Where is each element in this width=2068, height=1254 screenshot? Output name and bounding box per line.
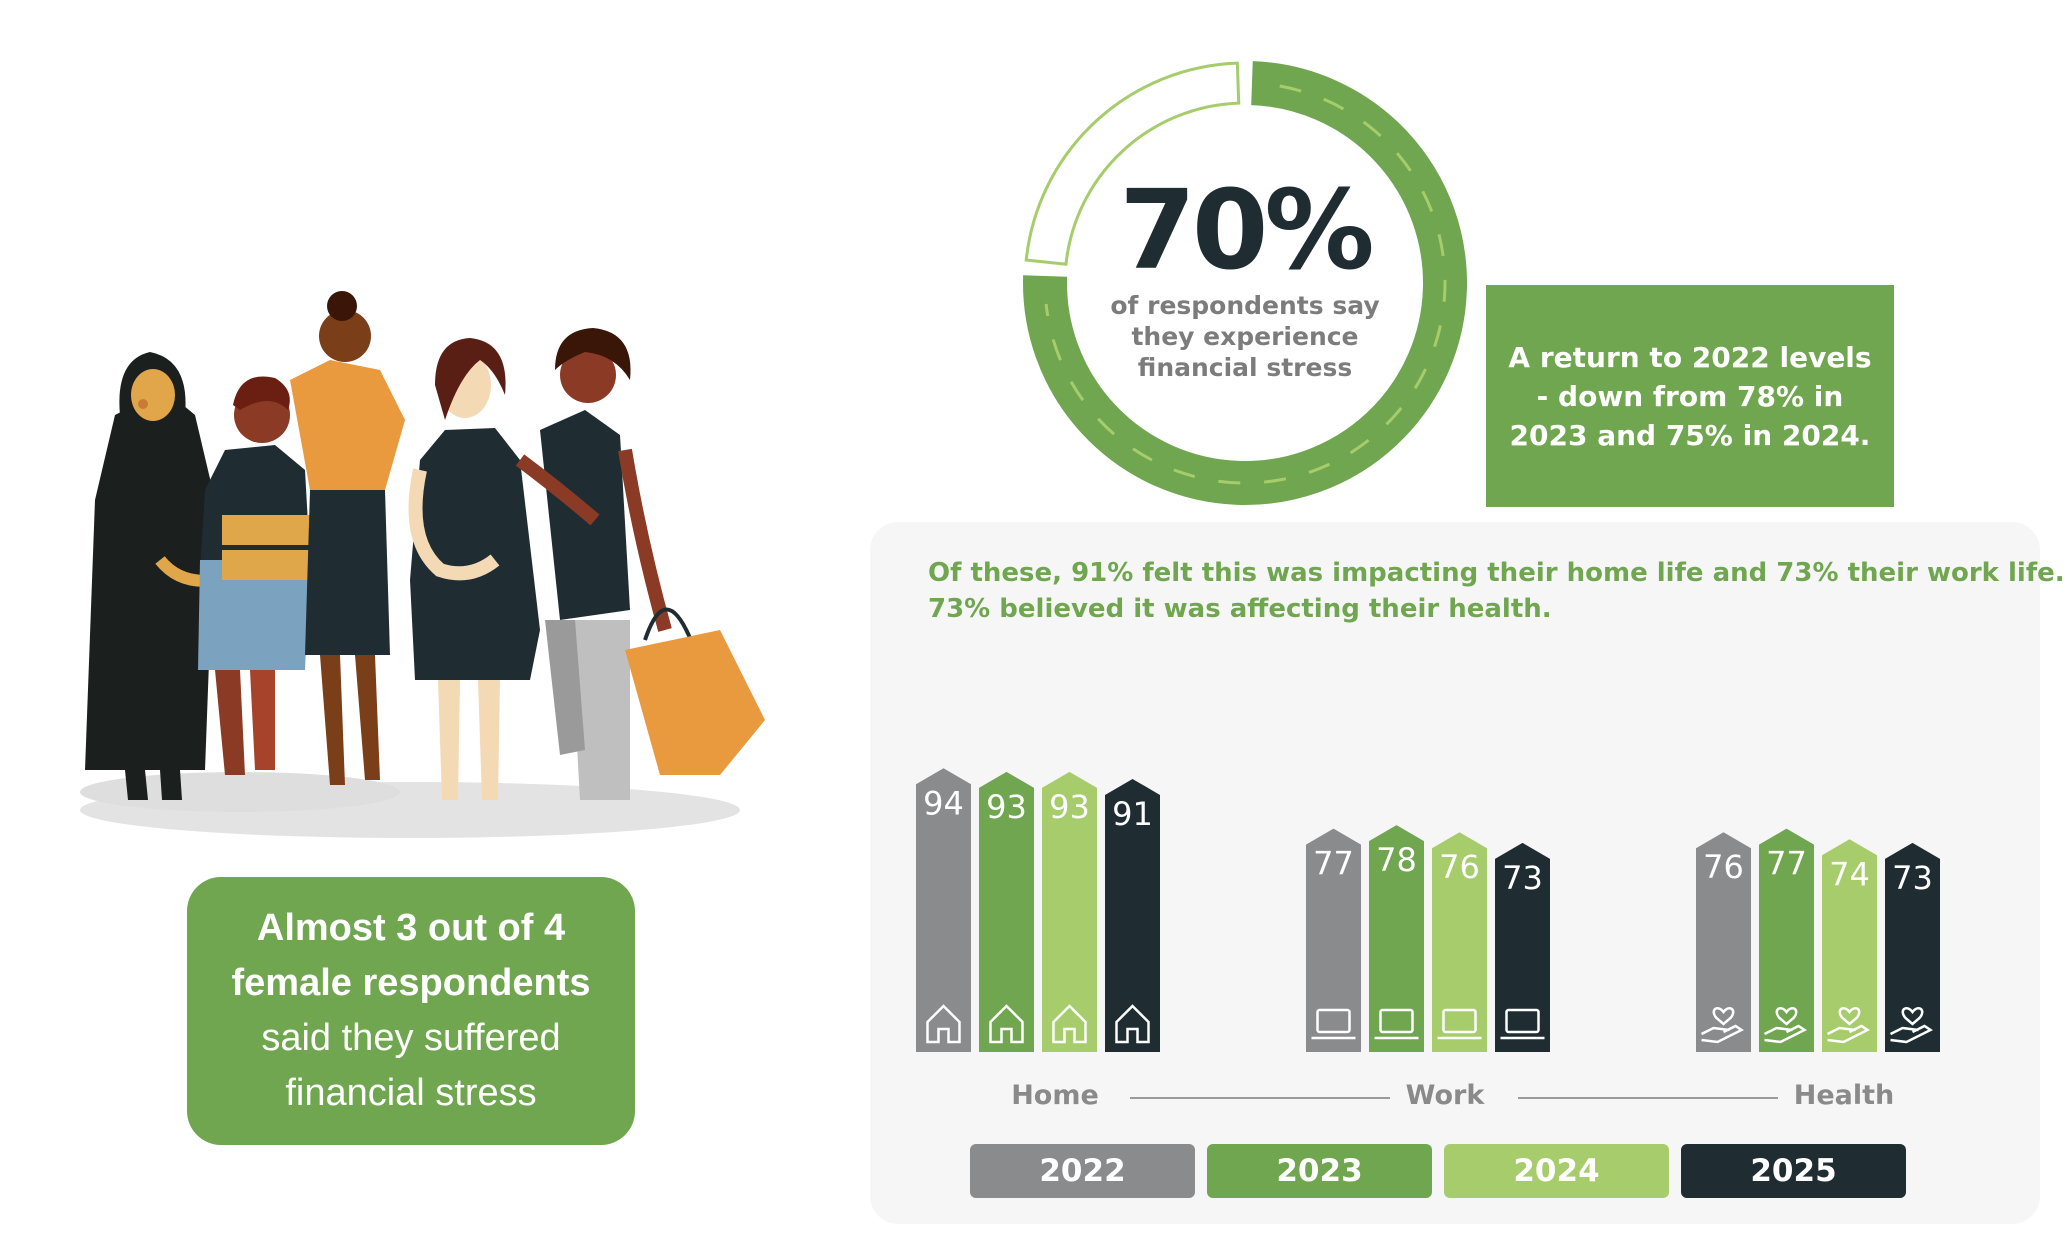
stress-donut-ring: [1023, 61, 1467, 505]
bar-shape: [1885, 842, 1940, 1052]
legend-2022: 2022: [970, 1144, 1195, 1198]
bar-shape: [1822, 839, 1877, 1052]
donut-remaining-arc: [1024, 61, 1241, 266]
callout-line-4: financial stress: [285, 1072, 537, 1114]
bar-work-2024: 76: [1432, 832, 1487, 1052]
house-icon: [1052, 1004, 1087, 1044]
bar-shape: [1495, 842, 1550, 1052]
bar-value-label: 78: [1376, 841, 1417, 879]
trend-note-box: A return to 2022 levels - down from 78% …: [1486, 285, 1894, 507]
heart-hand-icon: [1889, 1007, 1933, 1044]
legend-2024: 2024: [1444, 1144, 1669, 1198]
category-connector-2: [1518, 1097, 1778, 1099]
donut-caption-line-3: financial stress: [1137, 353, 1353, 382]
donut-caption-line-2: they experience: [1131, 322, 1359, 351]
house-icon: [989, 1004, 1024, 1044]
bar-value-label: 93: [1049, 788, 1090, 826]
donut-filled-arc: [1023, 61, 1467, 505]
bar-shape: [1105, 778, 1160, 1052]
laptop-icon: [1437, 1008, 1482, 1040]
house-icon: [926, 1004, 961, 1044]
category-label-work: Work: [1405, 1080, 1485, 1111]
bar-home-2022: 94: [916, 768, 971, 1052]
bar-value-label: 74: [1829, 855, 1870, 893]
bar-value-label: 91: [1112, 795, 1153, 833]
bar-value-label: 77: [1766, 845, 1807, 883]
bar-shape: [1369, 825, 1424, 1052]
donut-dashes: [1044, 84, 1447, 485]
donut-percent: 70%: [1119, 166, 1374, 294]
chart-subtitle: Of these, 91% felt this was impacting th…: [928, 555, 2065, 627]
heart-hand-icon: [1700, 1007, 1744, 1044]
bar-value-label: 76: [1439, 848, 1480, 886]
category-label-health: Health: [1793, 1080, 1895, 1111]
bar-home-2024: 93: [1042, 771, 1097, 1052]
bar-health-2023: 77: [1759, 828, 1814, 1052]
bar-shape: [1759, 828, 1814, 1052]
legend-2025: 2025: [1681, 1144, 1906, 1198]
chart-subtitle-line-2: 73% believed it was affecting their heal…: [928, 594, 1552, 624]
callout-bold-line-1: Almost 3 out of 4: [256, 907, 566, 949]
category-label-home: Home: [1011, 1080, 1099, 1111]
bar-value-label: 76: [1703, 848, 1744, 886]
callout-bold-line-2: female respondents: [231, 962, 591, 1004]
bar-home-2025: 91: [1105, 778, 1160, 1052]
bar-home-2023: 93: [979, 771, 1034, 1052]
callout-line-3: said they suffered: [261, 1017, 561, 1059]
donut-caption: of respondents say they experience finan…: [1090, 290, 1400, 383]
bar-health-2024: 74: [1822, 839, 1877, 1052]
chart-subtitle-line-1: Of these, 91% felt this was impacting th…: [928, 558, 2065, 588]
bar-shape: [916, 768, 971, 1052]
bar-shape: [979, 771, 1034, 1052]
female-stress-callout: Almost 3 out of 4 female respondents sai…: [187, 877, 635, 1145]
bar-work-2022: 77: [1306, 828, 1361, 1052]
bar-shape: [1432, 832, 1487, 1052]
bar-value-label: 73: [1502, 859, 1543, 897]
laptop-icon: [1311, 1008, 1356, 1040]
laptop-icon: [1374, 1008, 1419, 1040]
bar-work-2025: 73: [1495, 842, 1550, 1052]
donut-caption-line-1: of respondents say: [1110, 291, 1380, 320]
heart-hand-icon: [1826, 1007, 1870, 1044]
house-icon: [1115, 1004, 1150, 1044]
heart-hand-icon: [1763, 1007, 1807, 1044]
bar-work-2023: 78: [1369, 825, 1424, 1052]
impact-bar-chart: 94 93 93 91 77 78 76 73 76 77 74 73: [916, 768, 1940, 1052]
bar-value-label: 94: [923, 784, 964, 822]
bar-value-label: 73: [1892, 859, 1933, 897]
bar-health-2022: 76: [1696, 832, 1751, 1052]
bar-shape: [1696, 832, 1751, 1052]
women-group-illustration: [80, 291, 765, 838]
bar-health-2025: 73: [1885, 842, 1940, 1052]
laptop-icon: [1500, 1008, 1545, 1040]
category-connector-1: [1130, 1097, 1390, 1099]
bar-shape: [1306, 828, 1361, 1052]
bar-shape: [1042, 771, 1097, 1052]
bar-value-label: 93: [986, 788, 1027, 826]
legend-2023: 2023: [1207, 1144, 1432, 1198]
bar-value-label: 77: [1313, 845, 1354, 883]
trend-note-text: A return to 2022 levels - down from 78% …: [1508, 340, 1872, 452]
